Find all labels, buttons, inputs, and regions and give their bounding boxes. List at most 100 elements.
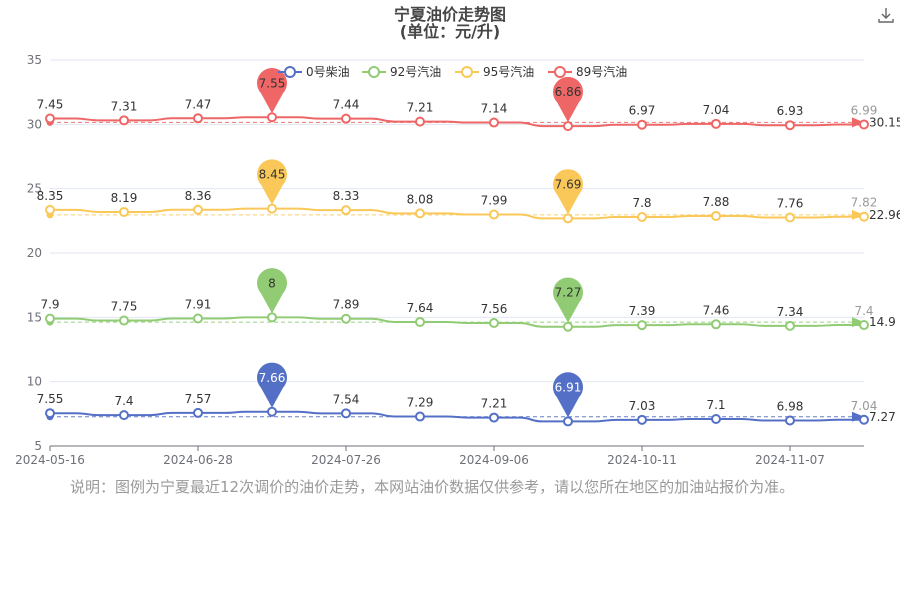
data-point[interactable]: [193, 407, 203, 418]
data-point[interactable]: [341, 313, 351, 324]
data-point[interactable]: [119, 410, 129, 421]
data-point[interactable]: [119, 315, 129, 326]
chart-title: 宁夏油价走势图: [394, 5, 506, 24]
data-point[interactable]: [119, 206, 129, 217]
average-label: 22.96: [869, 208, 900, 222]
average-label: 14.9: [869, 315, 896, 329]
data-label: 7.64: [407, 301, 434, 315]
data-point[interactable]: [341, 113, 351, 124]
data-label: 8.35: [37, 189, 64, 203]
marker-label: 8.45: [259, 168, 286, 182]
max-marker-pin: 7.66: [257, 362, 288, 408]
data-label: 7.46: [703, 303, 730, 317]
data-label: 7.21: [481, 397, 508, 411]
data-label: 6.99: [851, 103, 878, 117]
legend-item-3[interactable]: 89号汽油: [548, 64, 627, 79]
data-point[interactable]: [489, 412, 499, 423]
data-point[interactable]: [563, 213, 573, 224]
data-point[interactable]: [637, 211, 647, 222]
data-point[interactable]: [563, 121, 573, 132]
data-label: 7.54: [333, 392, 360, 406]
data-label: 7.04: [703, 103, 730, 117]
data-point[interactable]: [45, 313, 55, 324]
data-point[interactable]: [415, 411, 425, 422]
marker-label: 7.66: [259, 371, 286, 385]
data-point[interactable]: [785, 415, 795, 426]
data-point[interactable]: [415, 316, 425, 327]
data-point[interactable]: [341, 205, 351, 216]
marker-label: 6.86: [555, 85, 582, 99]
legend-label: 92号汽油: [390, 64, 441, 79]
data-point[interactable]: [711, 319, 721, 330]
series-0: 7.27 7.55 7.4 7.57 7.54 7.29 7.21 7.03 7.1 6.98 7.…: [37, 362, 896, 427]
data-label: 7.4: [854, 304, 873, 318]
data-point[interactable]: [267, 203, 277, 214]
data-point[interactable]: [785, 212, 795, 223]
data-label: 7.31: [111, 99, 138, 113]
data-label: 8.19: [111, 191, 138, 205]
data-point[interactable]: [341, 408, 351, 419]
data-point[interactable]: [563, 416, 573, 427]
data-point[interactable]: [415, 116, 425, 127]
y-axis-ticks: 5 10 15 20 25 30 35: [27, 53, 42, 453]
data-point[interactable]: [193, 113, 203, 124]
data-point[interactable]: [637, 320, 647, 331]
data-point[interactable]: [415, 208, 425, 219]
data-label: 6.93: [777, 104, 804, 118]
data-point[interactable]: [489, 209, 499, 220]
data-point[interactable]: [45, 113, 55, 124]
series-2: 22.96 8.35 8.19 8.36 8.33 8.08 7.99 7.8 7.88 7.76…: [37, 159, 900, 224]
legend-item-0[interactable]: 0号柴油: [278, 65, 350, 79]
data-label: 7.99: [481, 194, 508, 208]
data-point[interactable]: [267, 112, 277, 123]
download-icon[interactable]: [877, 6, 895, 24]
series-1: 14.9 7.9 7.75 7.91 7.89 7.64 7.56 7.39 7.46 7.34 7…: [40, 268, 896, 332]
data-point[interactable]: [637, 414, 647, 425]
data-point[interactable]: [785, 120, 795, 131]
data-point[interactable]: [711, 118, 721, 129]
data-point[interactable]: [45, 204, 55, 215]
x-tick-label: 2024-06-28: [163, 453, 233, 467]
x-tick-label: 2024-10-11: [607, 453, 677, 467]
min-marker-pin: 7.27: [553, 277, 583, 323]
data-label: 7.47: [185, 97, 212, 111]
data-point[interactable]: [637, 119, 647, 130]
data-point[interactable]: [859, 320, 869, 331]
data-point[interactable]: [859, 414, 869, 425]
data-label: 6.97: [629, 104, 656, 118]
data-label: 7.1: [706, 398, 725, 412]
data-point[interactable]: [785, 320, 795, 331]
data-point[interactable]: [119, 115, 129, 126]
data-point[interactable]: [45, 408, 55, 419]
data-point[interactable]: [563, 321, 573, 332]
data-point[interactable]: [193, 204, 203, 215]
legend-item-1[interactable]: 92号汽油: [362, 64, 441, 79]
data-point[interactable]: [489, 117, 499, 128]
marker-balloon: [553, 372, 583, 418]
data-label: 7.82: [851, 196, 878, 210]
y-tick-label: 25: [27, 182, 42, 196]
legend-item-2[interactable]: 95号汽油: [455, 64, 534, 79]
y-tick-label: 10: [27, 375, 42, 389]
max-marker-pin: 8.45: [257, 159, 288, 205]
data-point[interactable]: [193, 313, 203, 324]
data-label: 7.29: [407, 396, 434, 410]
legend-label: 89号汽油: [576, 64, 627, 79]
data-label: 7.8: [632, 196, 651, 210]
series-line: [50, 207, 864, 220]
data-point[interactable]: [859, 211, 869, 222]
data-point[interactable]: [489, 317, 499, 328]
data-point[interactable]: [859, 119, 869, 130]
marker-label: 7.55: [259, 76, 286, 90]
y-tick-label: 15: [27, 310, 42, 324]
data-point[interactable]: [711, 413, 721, 424]
data-label: 7.57: [185, 392, 212, 406]
data-point[interactable]: [711, 210, 721, 221]
data-point[interactable]: [267, 312, 277, 323]
data-point[interactable]: [267, 406, 277, 417]
legend[interactable]: 0号柴油 92号汽油 95号汽油 89号汽油: [278, 64, 627, 79]
data-label: 7.55: [37, 392, 64, 406]
series-line: [50, 116, 864, 128]
y-tick-label: 20: [27, 246, 42, 260]
